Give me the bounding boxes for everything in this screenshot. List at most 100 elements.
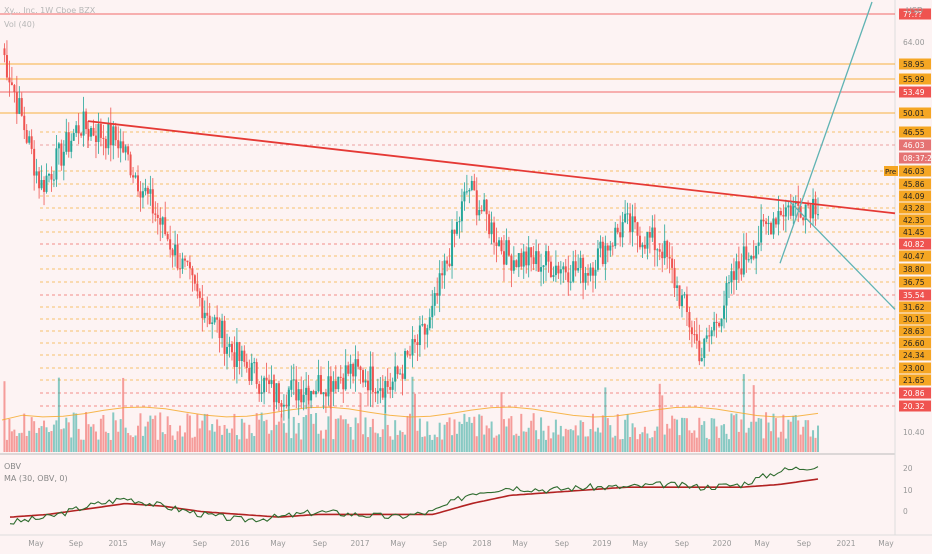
volume-bar — [349, 426, 352, 452]
candle — [228, 336, 231, 358]
volume-bar — [384, 394, 387, 452]
price-axis: 7?.?? 64.00 58.95 55.99 53.49 50.01 46.55 46.03… — [884, 8, 932, 437]
volume-bar — [391, 439, 394, 452]
candle — [30, 129, 33, 155]
candle — [587, 264, 590, 286]
volume-bar — [443, 424, 446, 452]
candle — [90, 125, 93, 141]
volume-bar — [114, 420, 117, 452]
price-axis-label: 50.01 — [899, 107, 931, 119]
volume-bar — [297, 422, 300, 452]
candle — [339, 365, 342, 384]
price-axis-label: 44.09 — [899, 190, 931, 202]
volume-bar — [317, 433, 320, 452]
candle — [774, 216, 777, 228]
candle — [735, 253, 738, 291]
volume-bar — [277, 421, 280, 452]
candle — [235, 328, 238, 384]
volume-bar — [421, 436, 424, 452]
candle — [82, 96, 85, 147]
candle — [300, 376, 303, 409]
volume-bar — [705, 437, 708, 452]
drawn-trendlines — [87, 1, 896, 310]
candle — [359, 365, 362, 384]
volume-bar — [275, 424, 278, 452]
volume-bar — [559, 425, 562, 452]
candle — [723, 290, 726, 329]
candle — [117, 126, 120, 158]
candle — [433, 286, 436, 316]
volume-bar — [681, 417, 683, 452]
candle — [329, 366, 332, 409]
volume-bar — [517, 435, 520, 452]
volume-bar — [329, 388, 332, 452]
volume-bar — [344, 419, 347, 452]
volume-bar — [522, 431, 525, 452]
candle — [307, 374, 310, 405]
price-label-text: 46.03 — [903, 167, 925, 176]
volume-bar — [151, 418, 154, 452]
price-label-box — [899, 301, 931, 313]
descending-trendline[interactable] — [87, 120, 896, 215]
candle — [161, 216, 164, 238]
candle — [230, 340, 233, 361]
falling-channel-line[interactable] — [789, 201, 896, 310]
candle — [661, 243, 664, 273]
volume-bar — [584, 436, 587, 452]
volume-bar — [678, 435, 681, 452]
obv-title: OBV — [4, 462, 22, 471]
candle — [38, 167, 41, 199]
volume-bar — [500, 392, 503, 452]
candle — [564, 258, 567, 280]
volume-bar — [792, 415, 795, 452]
candle — [549, 256, 552, 279]
price-label-text: 21.65 — [903, 376, 925, 385]
volume-bar — [94, 431, 97, 452]
volume-bar — [658, 383, 661, 452]
volume-bar — [708, 439, 711, 452]
volume-bar — [357, 423, 360, 452]
rising-channel-line[interactable] — [779, 1, 873, 264]
volume-bar — [441, 439, 444, 452]
volume-bar — [332, 439, 335, 452]
price-label-box — [899, 8, 931, 20]
candle — [562, 262, 565, 283]
candle — [416, 334, 419, 362]
candle — [18, 86, 21, 115]
candle — [183, 255, 186, 268]
volume-bar — [426, 421, 429, 452]
candle — [366, 371, 369, 407]
candle — [164, 201, 167, 236]
candle — [381, 375, 384, 400]
volume-bar — [366, 437, 369, 452]
candle — [671, 246, 674, 284]
currency-label: USD — [906, 6, 924, 15]
candle — [137, 165, 139, 197]
volume-bar — [248, 424, 251, 452]
candle — [305, 372, 308, 410]
volume-bar — [638, 434, 641, 452]
volume-bar — [735, 413, 738, 452]
time-axis-label: Sep — [797, 539, 811, 548]
candle — [757, 225, 760, 255]
volume-bar — [379, 436, 382, 452]
volume-bar — [609, 425, 612, 452]
candle — [695, 317, 698, 349]
candle — [626, 202, 629, 225]
price-label-box — [899, 178, 931, 190]
price-axis-label: 38.80 — [899, 263, 931, 275]
candle — [535, 239, 538, 272]
candle — [718, 321, 721, 328]
candle — [542, 264, 545, 284]
volume-bar — [287, 386, 290, 452]
volume-bar — [710, 418, 713, 452]
volume-bar — [784, 438, 787, 452]
candle — [453, 229, 456, 248]
volume-bar — [629, 436, 632, 452]
volume-bar — [127, 432, 130, 452]
volume-bar — [562, 436, 565, 452]
volume-bar — [290, 438, 293, 452]
candle — [547, 245, 550, 273]
